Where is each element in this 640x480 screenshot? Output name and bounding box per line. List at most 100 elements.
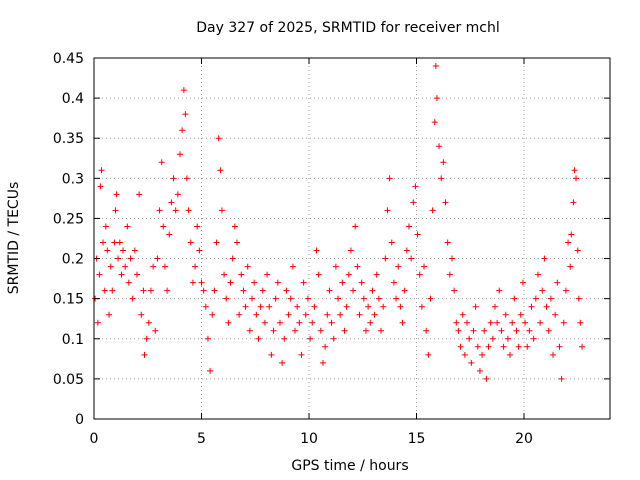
x-tick-label: 20: [515, 431, 533, 447]
data-point: [182, 111, 189, 118]
data-point: [223, 295, 230, 302]
data-point: [106, 311, 113, 318]
data-point: [268, 351, 275, 358]
data-point: [118, 271, 125, 278]
data-point: [170, 175, 177, 182]
data-point: [498, 327, 505, 334]
data-point: [412, 183, 419, 190]
y-tick-label: 0.1: [62, 332, 84, 348]
y-tick-label: 0.05: [53, 372, 84, 388]
data-point: [168, 199, 175, 206]
data-point: [371, 311, 378, 318]
data-point: [309, 319, 316, 326]
data-point: [298, 351, 305, 358]
x-tick-label: 10: [300, 431, 318, 447]
data-point: [464, 319, 471, 326]
data-point: [418, 303, 425, 310]
data-point: [579, 343, 586, 350]
data-point: [448, 255, 455, 262]
data-point: [515, 343, 522, 350]
data-point: [476, 367, 483, 374]
data-point: [489, 335, 496, 342]
data-point: [257, 303, 264, 310]
data-point: [187, 239, 194, 246]
data-point: [421, 263, 428, 270]
data-point: [491, 303, 498, 310]
data-point: [365, 303, 372, 310]
y-tick-label: 0.45: [53, 51, 84, 67]
data-point: [466, 335, 473, 342]
data-point: [539, 287, 546, 294]
data-point: [568, 231, 575, 238]
data-point: [152, 327, 159, 334]
data-point: [397, 303, 404, 310]
data-point: [225, 319, 232, 326]
data-point: [507, 351, 514, 358]
data-point: [231, 223, 238, 230]
data-point: [253, 311, 260, 318]
data-point: [145, 319, 152, 326]
data-point: [511, 295, 518, 302]
data-point: [179, 127, 186, 134]
data-point: [446, 271, 453, 278]
data-point: [330, 335, 337, 342]
y-axis-label: SRMTID / TECUs: [6, 182, 22, 295]
data-point: [317, 327, 324, 334]
data-point: [172, 207, 179, 214]
data-point: [296, 319, 303, 326]
data-point: [433, 95, 440, 102]
y-tick-label: 0.3: [62, 171, 84, 187]
data-point: [530, 335, 537, 342]
data-point: [481, 327, 488, 334]
data-point: [513, 327, 520, 334]
data-point: [345, 271, 352, 278]
data-point: [451, 287, 458, 294]
data-point: [461, 351, 468, 358]
data-point: [113, 191, 120, 198]
data-point: [116, 239, 123, 246]
data-point: [156, 207, 163, 214]
data-point: [457, 343, 464, 350]
data-point: [526, 327, 533, 334]
data-point: [356, 311, 363, 318]
data-point: [217, 167, 224, 174]
data-point: [109, 287, 116, 294]
data-point: [416, 271, 423, 278]
data-point: [240, 287, 247, 294]
data-point: [104, 247, 111, 254]
y-tick-label: 0.4: [62, 91, 84, 107]
data-point: [198, 279, 205, 286]
data-point: [158, 159, 165, 166]
data-point: [574, 247, 581, 254]
data-point: [129, 295, 136, 302]
data-point: [134, 271, 140, 278]
data-point: [375, 295, 382, 302]
data-point: [558, 375, 565, 382]
y-tick-label: 0.15: [53, 292, 84, 308]
data-point: [218, 207, 225, 214]
data-point: [522, 319, 529, 326]
data-point: [500, 343, 507, 350]
data-point: [425, 351, 432, 358]
data-point: [215, 135, 222, 142]
data-point: [560, 319, 567, 326]
data-point: [423, 327, 430, 334]
data-point: [380, 303, 387, 310]
data-point: [543, 303, 550, 310]
data-point: [570, 199, 577, 206]
data-point: [382, 255, 389, 262]
data-point: [453, 319, 460, 326]
data-point: [261, 319, 268, 326]
data-point: [532, 295, 539, 302]
data-point: [279, 359, 286, 366]
data-point: [436, 143, 443, 150]
data-point: [150, 263, 157, 270]
data-point: [393, 295, 400, 302]
data-point: [326, 287, 333, 294]
data-point: [315, 271, 322, 278]
data-point: [395, 263, 402, 270]
data-point: [362, 327, 369, 334]
data-point: [577, 319, 584, 326]
data-point: [102, 223, 109, 230]
